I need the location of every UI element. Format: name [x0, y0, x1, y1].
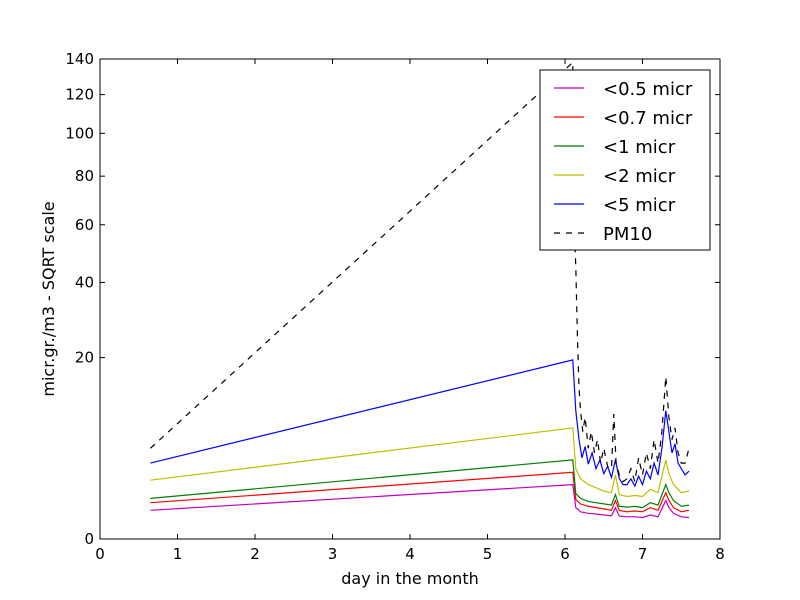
series-line-5	[149, 61, 690, 483]
legend-box	[539, 69, 711, 251]
x-tick-label: 6	[560, 545, 570, 563]
y-axis-label: micr.gr./m3 - SQRT scale	[39, 201, 58, 396]
y-axis: 0 20 40 60 80 100 120 140	[65, 50, 720, 548]
x-tick-label: 3	[328, 545, 338, 563]
y-tick-label: 120	[65, 86, 94, 104]
legend-label: <0.7 micr	[603, 108, 693, 129]
series-line-1	[150, 471, 690, 513]
y-tick-label: 0	[84, 530, 94, 548]
y-tick-label: 20	[75, 349, 94, 367]
series-lines	[149, 61, 690, 519]
series-line-4	[150, 359, 690, 488]
x-tick-label: 2	[250, 545, 260, 563]
x-axis-label: day in the month	[341, 569, 478, 588]
x-tick-label: 7	[638, 545, 648, 563]
y-tick-label: 40	[75, 273, 94, 291]
series-line-0	[150, 483, 690, 519]
legend-label: <5 micr	[603, 195, 676, 216]
legend-label: PM10	[603, 224, 652, 245]
legend-label: <0.5 micr	[603, 79, 693, 100]
x-tick-label: 5	[483, 545, 493, 563]
x-axis: 0 1 2 3 4 5 6 7 8	[95, 59, 725, 563]
y-tick-label: 80	[75, 167, 94, 185]
x-tick-label: 0	[95, 545, 105, 563]
legend-label: <2 micr	[603, 166, 676, 187]
x-tick-label: 8	[715, 545, 725, 563]
x-tick-label: 1	[173, 545, 183, 563]
series-line-3	[150, 427, 690, 498]
y-tick-label: 60	[75, 216, 94, 234]
series-line-2	[150, 459, 690, 509]
legend-label: <1 micr	[603, 137, 676, 158]
y-tick-label: 100	[65, 124, 94, 142]
legend: <0.5 micr <0.7 micr <1 micr <2 micr <5 micr P…	[539, 69, 711, 251]
x-tick-label: 4	[405, 545, 415, 563]
y-tick-label: 140	[65, 50, 94, 68]
